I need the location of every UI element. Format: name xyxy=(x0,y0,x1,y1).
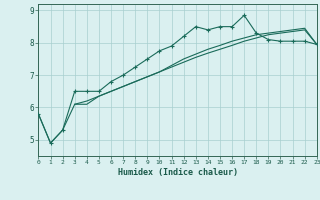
X-axis label: Humidex (Indice chaleur): Humidex (Indice chaleur) xyxy=(118,168,238,177)
